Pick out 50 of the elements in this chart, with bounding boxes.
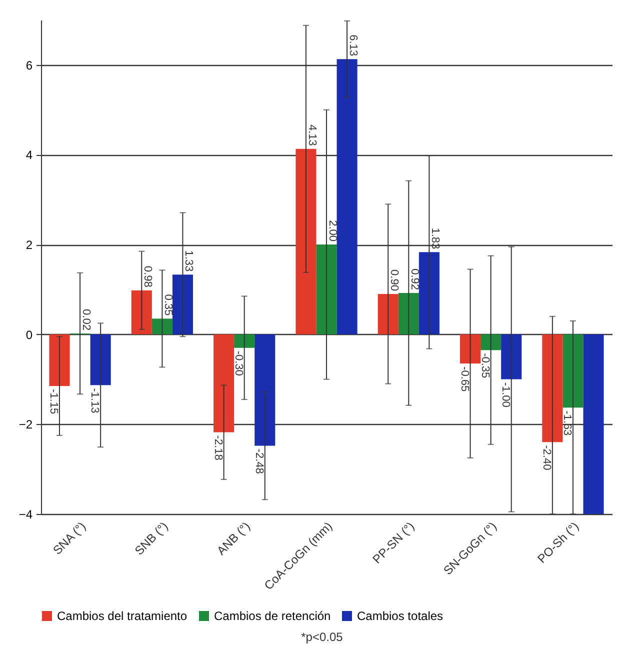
data-label: -0.65 [458, 366, 470, 392]
data-label: 0.90 [388, 270, 400, 291]
y-tick-label: 0 [26, 328, 33, 342]
bar [562, 334, 584, 408]
data-label: 6.13 [347, 34, 360, 56]
bar [378, 294, 398, 334]
bar [214, 334, 234, 432]
data-label: -0.35 [478, 353, 491, 378]
x-tick-label: SNA (°) [50, 519, 89, 558]
data-label: 2.00 [326, 220, 338, 242]
bar [501, 334, 522, 380]
data-label: 1.33 [182, 250, 195, 272]
data-label: 0.02 [80, 309, 92, 330]
legend-label: Cambios de retención [214, 609, 331, 623]
data-label: 0.92 [408, 268, 421, 290]
bar [152, 318, 172, 334]
bar [542, 334, 563, 442]
y-tick-label: −4 [18, 508, 33, 522]
y-tick-label: 6 [26, 58, 33, 72]
bar [131, 290, 152, 334]
legend-label: Cambios totales [357, 609, 444, 623]
bar [480, 334, 502, 350]
bar [254, 334, 276, 446]
data-label: -2.40 [540, 445, 552, 470]
data-label: 1.83 [429, 228, 442, 250]
bar [583, 334, 604, 514]
bar [296, 148, 316, 334]
data-label: -1.13 [88, 388, 101, 414]
bar [460, 334, 481, 364]
bar [90, 334, 111, 386]
data-label: -2.18 [212, 435, 224, 460]
data-label: -2.48 [252, 448, 265, 474]
bar [49, 334, 70, 386]
data-label: 4.13 [306, 124, 318, 146]
data-label: -1.00 [499, 382, 512, 408]
data-label: 0.35 [162, 294, 174, 316]
data-label: -0.30 [232, 350, 244, 376]
bar [316, 244, 337, 334]
data-label: 0.98 [142, 266, 154, 288]
bar [234, 334, 255, 348]
bar [336, 59, 358, 334]
text: *p<0.05 [300, 630, 344, 644]
legend-label: Cambios del tratamiento [57, 609, 188, 623]
bar [172, 274, 193, 334]
y-tick-label: −2 [18, 418, 33, 432]
bar [418, 252, 440, 334]
data-label: -1.15 [47, 389, 60, 414]
y-tick-label: 2 [26, 238, 33, 252]
y-tick-label: 4 [26, 148, 33, 162]
bar [398, 293, 419, 334]
